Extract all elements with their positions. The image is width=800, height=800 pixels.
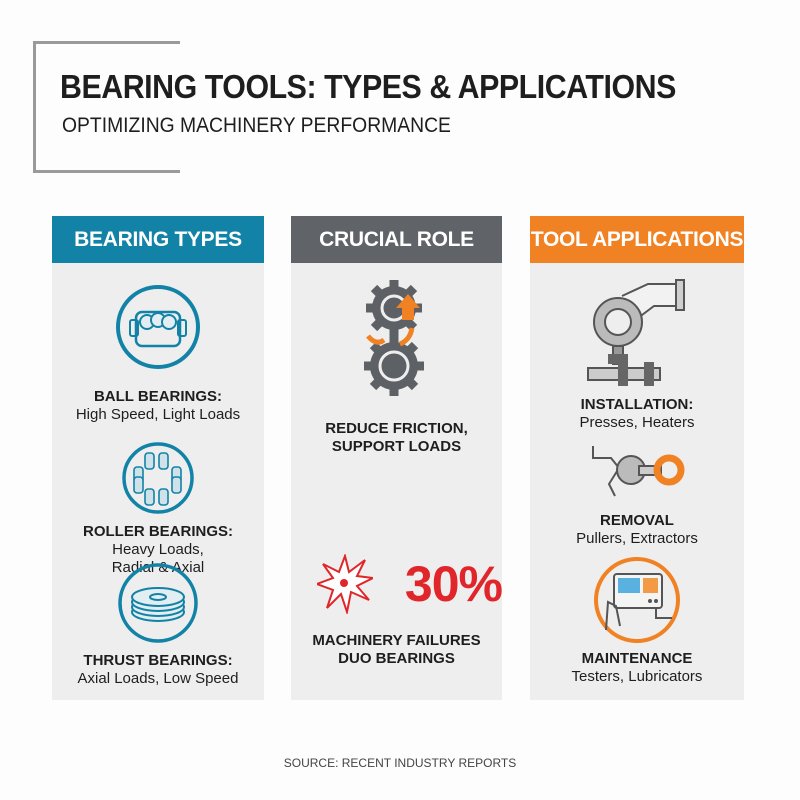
friction-item: REDUCE FRICTION, SUPPORT LOADS — [291, 278, 502, 456]
item-desc: Presses, Heaters — [579, 414, 695, 431]
title-bracket — [33, 41, 180, 173]
column-tool-applications: TOOL APPLICATIONS INSTALLATION: Presses,… — [530, 216, 744, 700]
item-label: INSTALLATION: — [580, 396, 694, 413]
removal-item: REMOVAL Pullers, Extractors — [530, 442, 744, 548]
item-desc: Pullers, Extractors — [576, 530, 698, 547]
source-note: SOURCE: RECENT INDUSTRY REPORTS — [283, 756, 517, 770]
tester-icon — [594, 557, 680, 643]
item-desc: Axial Loads, Low Speed — [77, 670, 239, 687]
column-header: BEARING TYPES — [52, 216, 264, 263]
roller-bearing-icon — [122, 442, 194, 514]
burst-icon — [316, 554, 373, 614]
item-label: ROLLER BEARINGS: — [83, 523, 233, 540]
column-crucial-role: CRUCIAL ROLE REDUCE FRICTION, SUPPORT LO… — [291, 216, 503, 700]
item-desc: High Speed, Light Loads — [75, 406, 241, 423]
failure-stat: 30% — [404, 556, 503, 612]
press-icon — [587, 279, 685, 386]
gears-icon — [363, 280, 424, 396]
item-desc: Testers, Lubricators — [571, 668, 703, 685]
maintenance-item: MAINTENANCE Testers, Lubricators — [530, 556, 744, 686]
item-label: MACHINERY FAILURES — [312, 632, 481, 649]
item-label: THRUST BEARINGS: — [83, 652, 233, 669]
column-bearing-types: BEARING TYPES BALL BEARINGS: High Speed,… — [52, 216, 264, 700]
puller-icon — [592, 446, 685, 497]
ball-bearing-icon — [116, 285, 200, 369]
installation-item: INSTALLATION: Presses, Heaters — [530, 278, 744, 432]
page-title: BEARING TOOLS: TYPES & APPLICATIONS — [60, 68, 676, 105]
column-header: CRUCIAL ROLE — [291, 216, 502, 263]
item-label: REMOVAL — [600, 512, 674, 529]
item-label: DUO BEARINGS — [338, 650, 455, 667]
thrust-bearings-item: THRUST BEARINGS: Axial Loads, Low Speed — [52, 562, 264, 688]
failure-stat-item: 30% MACHINERY FAILURES DUO BEARINGS — [291, 554, 503, 668]
item-label: BALL BEARINGS: — [93, 388, 223, 405]
page-subtitle: OPTIMIZING MACHINERY PERFORMANCE — [62, 114, 451, 137]
column-header: TOOL APPLICATIONS — [530, 216, 744, 263]
ball-bearings-item: BALL BEARINGS: High Speed, Light Loads — [52, 282, 264, 424]
thrust-bearing-icon — [118, 563, 198, 643]
item-label: REDUCE FRICTION, — [325, 420, 468, 437]
item-label: SUPPORT LOADS — [331, 438, 462, 455]
item-desc: Heavy Loads, — [112, 541, 204, 558]
roller-bearings-item: ROLLER BEARINGS: Heavy Loads, Radial & A… — [52, 441, 264, 577]
item-label: MAINTENANCE — [581, 650, 693, 667]
